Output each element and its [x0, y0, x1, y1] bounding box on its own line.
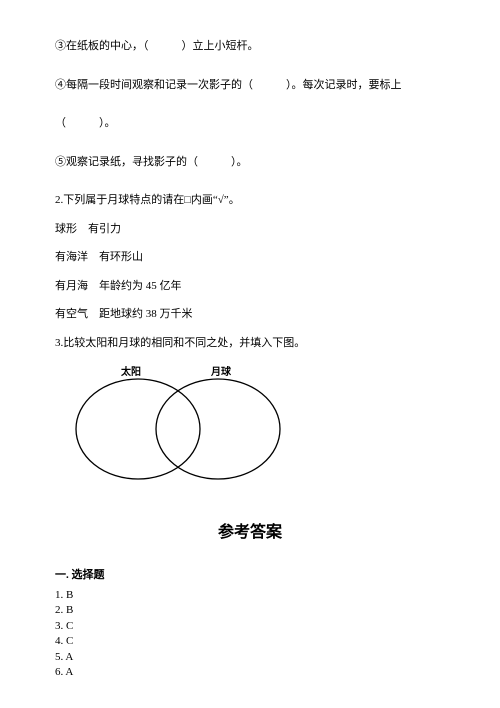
venn-ellipse	[156, 379, 280, 479]
question-2-row2: 有海洋 有环形山	[55, 249, 445, 266]
question-3: ③在纸板的中心，（ ）立上小短杆。	[55, 38, 445, 55]
venn-svg: 太阳 月球	[63, 363, 289, 483]
answers-block: 1. B2. B3. C4. C5. A6. A	[55, 588, 445, 680]
venn-diagram: 太阳 月球	[55, 363, 445, 488]
venn-ellipse	[76, 379, 200, 479]
question-2-row4: 有空气 距地球约 38 万千米	[55, 306, 445, 323]
question-2-intro: 2.下列属于月球特点的请在□内画“√”。	[55, 192, 445, 209]
question-5: ⑤观察记录纸，寻找影子的（ ）。	[55, 154, 445, 171]
question-2-row1: 球形 有引力	[55, 221, 445, 238]
section-1-head: 一. 选择题	[55, 566, 445, 582]
question-3b-intro: 3.比较太阳和月球的相同和不同之处，并填入下图。	[55, 335, 445, 352]
venn-label: 太阳	[120, 365, 141, 378]
answers-heading: 参考答案	[55, 518, 445, 542]
answer-line: 5. A	[55, 650, 445, 665]
answer-line: 1. B	[55, 588, 445, 603]
answer-line: 2. B	[55, 603, 445, 618]
question-2-row3: 有月海 年龄约为 45 亿年	[55, 278, 445, 295]
answer-line: 6. A	[55, 665, 445, 680]
question-4-line1: ④每隔一段时间观察和记录一次影子的（ ）。每次记录时，要标上	[55, 77, 445, 94]
answer-line: 3. C	[55, 619, 445, 634]
answer-line: 4. C	[55, 634, 445, 649]
venn-label: 月球	[210, 365, 232, 378]
question-4-line2: （ ）。	[55, 115, 445, 132]
